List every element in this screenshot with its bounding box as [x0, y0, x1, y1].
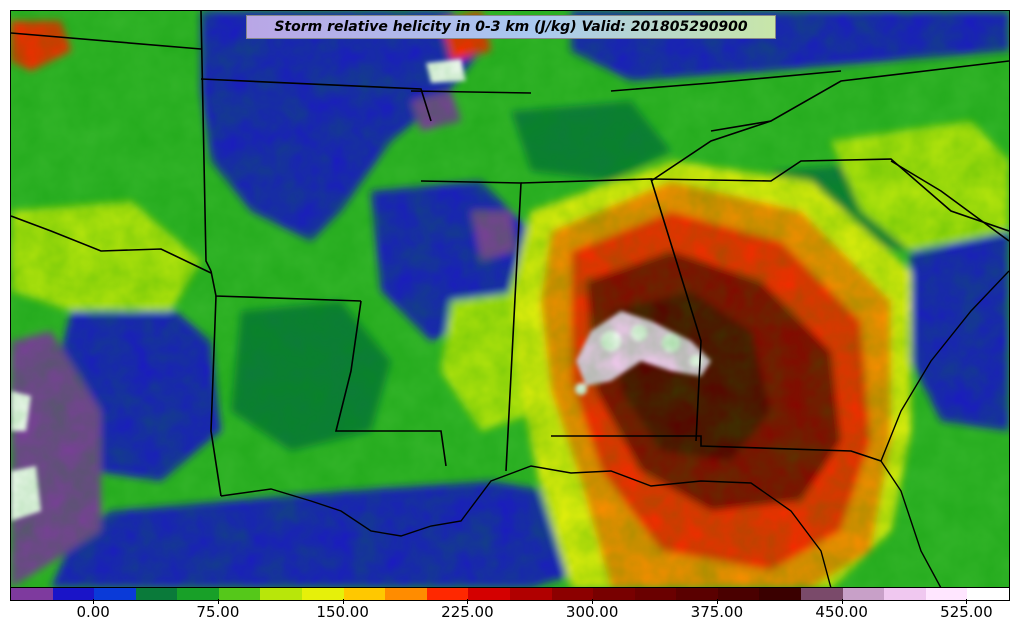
colorbar-tick-label: 75.00 — [196, 603, 240, 621]
colorbar-segment — [842, 588, 885, 600]
colorbar-tick-label: 0.00 — [76, 603, 110, 621]
colorbar-tick-label: 150.00 — [316, 603, 369, 621]
colorbar-tick — [93, 599, 95, 604]
colorbar-tick — [217, 599, 219, 604]
colorbar — [10, 587, 1010, 601]
colorbar-tick-label: 525.00 — [940, 603, 993, 621]
coastline — [220, 270, 1009, 588]
colorbar-segment — [135, 588, 178, 600]
colorbar-segment — [343, 588, 386, 600]
colorbar-segment — [634, 588, 677, 600]
colorbar-segment — [302, 588, 344, 600]
colorbar-tick — [716, 599, 718, 604]
colorbar-segment — [218, 588, 261, 600]
colorbar-segment — [967, 588, 1009, 600]
colorbar-segment — [676, 588, 718, 600]
colorbar-segment — [593, 588, 635, 600]
colorbar-segment — [260, 588, 303, 600]
colorbar-tick — [592, 599, 594, 604]
colorbar-segment — [509, 588, 552, 600]
colorbar-segment — [717, 588, 760, 600]
colorbar-segment — [884, 588, 926, 600]
colorbar-segment — [11, 588, 53, 600]
colorbar-tick-label: 375.00 — [690, 603, 744, 621]
colorbar-segment — [800, 588, 843, 600]
colorbar-tick — [966, 599, 968, 604]
colorbar-tick-label: 300.00 — [565, 603, 619, 621]
colorbar-segment — [52, 588, 95, 600]
colorbar-segment — [925, 588, 968, 600]
colorbar-segment — [551, 588, 594, 600]
colorbar-segment — [759, 588, 801, 600]
map-panel: Storm relative helicity in 0-3 km (J/kg)… — [10, 10, 1010, 589]
colorbar-ticks: 0.00 75.00 150.00 225.00 300.00 375.00 450.00 5… — [10, 599, 1008, 629]
colorbar-segment — [426, 588, 469, 600]
colorbar-tick — [467, 599, 469, 604]
colorbar-tick — [342, 599, 344, 604]
colorbar-segment — [468, 588, 510, 600]
colorbar-segment — [177, 588, 219, 600]
colorbar-tick-label: 450.00 — [815, 603, 868, 621]
map-title: Storm relative helicity in 0-3 km (J/kg)… — [246, 15, 776, 39]
helicity-map — [11, 11, 1009, 588]
colorbar-segment — [94, 588, 136, 600]
colorbar-tick — [841, 599, 843, 604]
colorbar-segment — [385, 588, 427, 600]
state-boundaries — [11, 11, 1009, 497]
colorbar-tick-label: 225.00 — [441, 603, 494, 621]
